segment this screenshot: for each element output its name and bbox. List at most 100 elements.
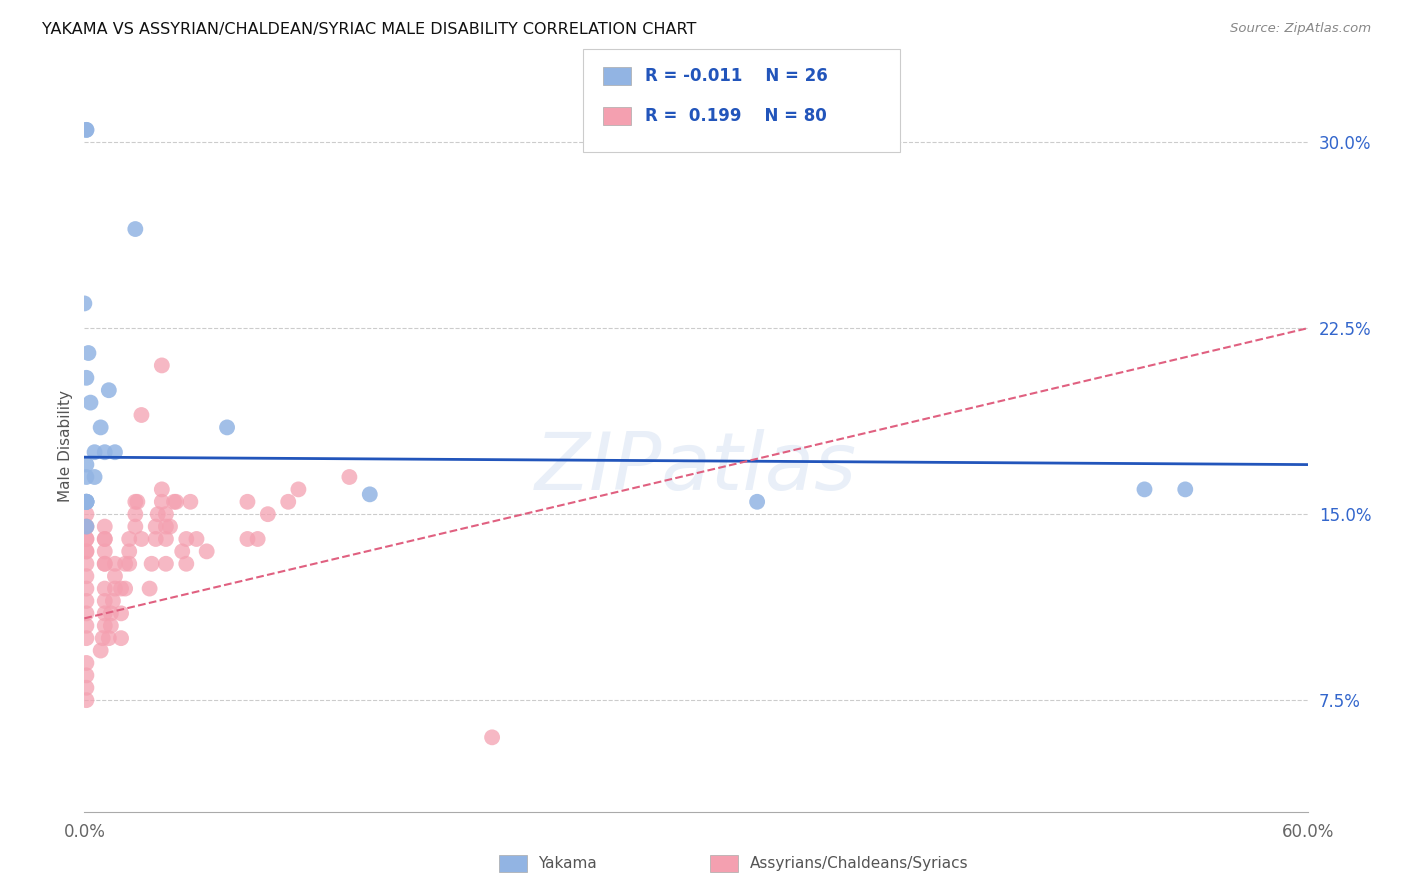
Point <box>75 495 97 509</box>
Point <box>75 470 97 484</box>
Point <box>75 495 97 509</box>
Point <box>75 544 97 558</box>
Point <box>75 458 97 472</box>
Text: ZIPatlas: ZIPatlas <box>534 429 858 507</box>
Point <box>104 569 127 583</box>
Point <box>124 495 146 509</box>
Point <box>93 544 115 558</box>
Point <box>150 495 173 509</box>
Point <box>75 582 97 596</box>
Point <box>131 532 153 546</box>
Point <box>150 359 173 373</box>
Point <box>104 445 127 459</box>
Point <box>155 557 177 571</box>
Point <box>75 631 97 645</box>
Point <box>93 594 115 608</box>
Point <box>146 507 169 521</box>
Point <box>131 408 153 422</box>
Point <box>481 731 503 745</box>
Point <box>75 594 97 608</box>
Point <box>83 470 105 484</box>
Point <box>93 582 115 596</box>
Point <box>145 519 167 533</box>
Point <box>93 445 115 459</box>
Point <box>75 123 97 137</box>
Point <box>236 532 259 546</box>
Point <box>93 607 115 621</box>
Point <box>100 607 122 621</box>
Point <box>277 495 299 509</box>
Point <box>110 631 132 645</box>
Point <box>155 532 177 546</box>
Point <box>75 668 97 682</box>
Point <box>246 532 269 546</box>
Point <box>75 569 97 583</box>
Point <box>75 507 97 521</box>
Point <box>75 495 97 509</box>
Point <box>75 607 97 621</box>
Text: Yakama: Yakama <box>538 856 598 871</box>
Point <box>73 296 96 310</box>
Point <box>1133 483 1156 497</box>
Point <box>75 544 97 558</box>
Point <box>141 557 163 571</box>
Point <box>75 656 97 670</box>
Point <box>75 557 97 571</box>
Point <box>83 445 105 459</box>
Point <box>75 519 97 533</box>
Point <box>77 346 100 360</box>
Point <box>97 631 120 645</box>
Point <box>75 123 97 137</box>
Point <box>179 495 201 509</box>
Point <box>75 619 97 633</box>
Point <box>114 582 136 596</box>
Point <box>110 582 132 596</box>
Point <box>118 532 141 546</box>
Point <box>93 557 115 571</box>
Point <box>217 420 239 434</box>
Point <box>75 519 97 533</box>
Point <box>174 532 197 546</box>
Point <box>75 693 97 707</box>
Point <box>75 519 97 533</box>
Point <box>145 532 167 546</box>
Point <box>97 383 120 397</box>
Point <box>287 483 309 497</box>
Point <box>163 495 186 509</box>
Point <box>165 495 187 509</box>
Point <box>114 557 136 571</box>
Point <box>747 495 769 509</box>
Text: YAKAMA VS ASSYRIAN/CHALDEAN/SYRIAC MALE DISABILITY CORRELATION CHART: YAKAMA VS ASSYRIAN/CHALDEAN/SYRIAC MALE … <box>42 22 696 37</box>
Point <box>104 557 127 571</box>
Point <box>93 532 115 546</box>
Point <box>124 222 146 236</box>
Point <box>101 594 124 608</box>
Point <box>172 544 194 558</box>
Point <box>236 495 259 509</box>
Point <box>155 519 177 533</box>
Point <box>124 519 146 533</box>
Point <box>359 487 381 501</box>
Point <box>75 371 97 385</box>
Text: Assyrians/Chaldeans/Syriacs: Assyrians/Chaldeans/Syriacs <box>749 856 967 871</box>
Point <box>91 631 114 645</box>
Text: R = -0.011    N = 26: R = -0.011 N = 26 <box>645 67 828 85</box>
Point <box>118 557 141 571</box>
Point <box>75 681 97 695</box>
Text: R =  0.199    N = 80: R = 0.199 N = 80 <box>645 107 827 125</box>
Point <box>257 507 280 521</box>
Point <box>79 395 101 409</box>
Point <box>174 557 197 571</box>
Point <box>138 582 160 596</box>
Point <box>195 544 218 558</box>
Point <box>124 507 146 521</box>
Point <box>75 532 97 546</box>
Point <box>93 519 115 533</box>
Point <box>75 495 97 509</box>
Text: Source: ZipAtlas.com: Source: ZipAtlas.com <box>1230 22 1371 36</box>
Point <box>155 507 177 521</box>
Point <box>339 470 361 484</box>
Point <box>127 495 149 509</box>
Point <box>110 607 132 621</box>
Point <box>159 519 181 533</box>
